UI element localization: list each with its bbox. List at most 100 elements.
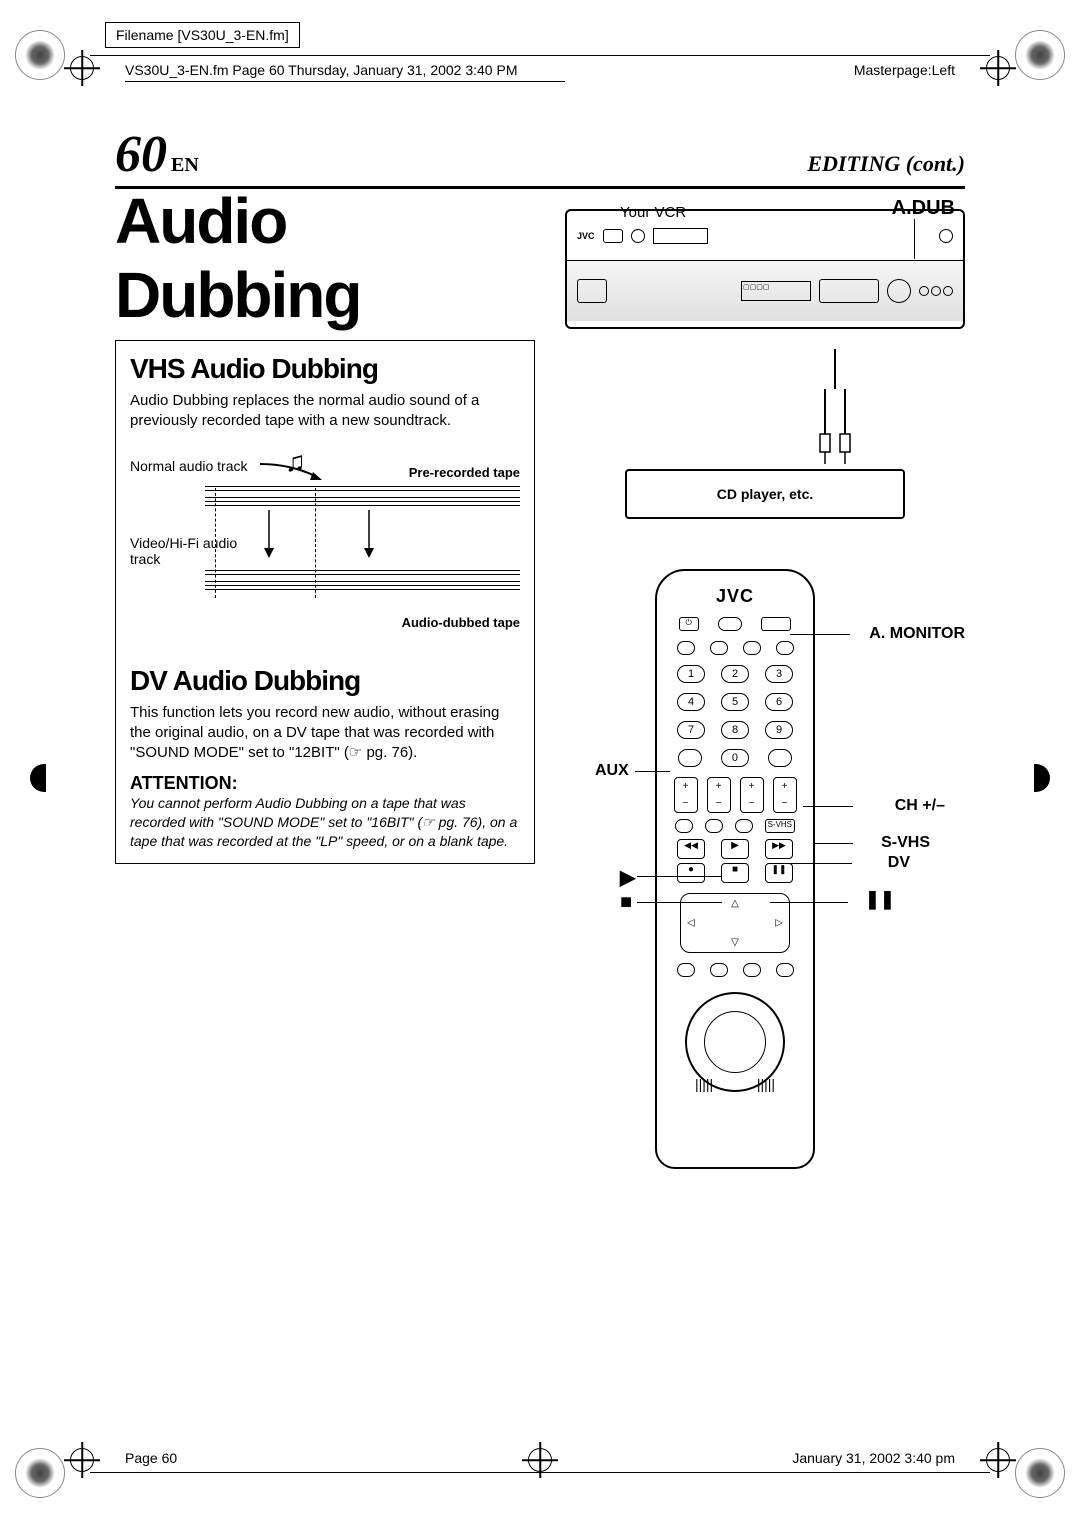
svhs-label: S-VHS [881,834,930,852]
vcr-btn [603,229,623,243]
remote-num-6: 6 [765,693,793,711]
attention-text: You cannot perform Audio Dubbing on a ta… [130,794,520,851]
rec-icon: ● [677,863,705,883]
remote-brand: JVC [669,586,801,607]
right-icon: ▷ [775,918,783,929]
reg-mark-bl [15,1448,65,1498]
reg-mark-br [1015,1448,1065,1498]
remote-btn [710,641,728,655]
vcr-btn [631,229,645,243]
ch-label: CH +/– [895,797,945,815]
remote-rect-row: +− +− +− +− [669,777,801,813]
vcr-jack [943,286,953,296]
pre-recorded-lines [205,486,520,509]
normal-track-label: Normal audio track [130,458,248,474]
right-column: Your VCR A.DUB JVC ▢▢▢▢ [565,189,965,1189]
remote-diagram: JVC ⏻ 1 2 3 [565,569,965,1189]
video-hifi-label: Video/Hi-Fi audio track [130,535,240,567]
remote-top-row: ⏻ [669,617,801,631]
dv-text: This function lets you record new audio,… [130,703,520,764]
vhs-text: Audio Dubbing replaces the normal audio … [130,391,520,432]
pause-line [770,902,848,903]
remote-num-2: 2 [721,665,749,683]
dv-label: DV [888,854,910,872]
vcr-slot [653,228,708,244]
down-arrow-2 [362,510,376,560]
vcr-jack [919,286,929,296]
a-monitor-label: A. MONITOR [869,625,965,643]
down-icon: ▽ [731,937,739,948]
remote-num-8: 8 [721,721,749,739]
remote-btn [718,617,742,631]
remote-transport-row-1: ◀◀ ▶ ▶▶ [669,839,801,859]
remote-btn [710,963,728,977]
dv-title: DV Audio Dubbing [130,665,520,697]
vcr-brand: JVC [577,231,595,241]
vhs-audio-box: VHS Audio Dubbing Audio Dubbing replaces… [115,340,535,864]
power-icon: ⏻ [679,617,699,631]
filename-text: Filename [VS30U_3-EN.fm] [116,27,289,43]
page-number-value: 60 [115,126,167,183]
remote-btn [776,963,794,977]
play-label: ▶ [620,865,635,890]
remote-bottom-btns [669,963,801,977]
remote-btn [743,641,761,655]
reg-mark-tr [1015,30,1065,80]
remote-btn [677,641,695,655]
remote-mode-row: S-VHS [669,819,801,833]
vcr-bottom-strip: ▢▢▢▢ [567,261,963,321]
vcr-top-strip: JVC [567,211,963,261]
stop-label: ■ [620,891,632,914]
remote-updown-1: +− [674,777,698,813]
remote-updown-3: +− [740,777,764,813]
filename-box: Filename [VS30U_3-EN.fm] [105,22,300,48]
remote-btn [761,617,791,631]
remote-body: JVC ⏻ 1 2 3 [655,569,815,1169]
vcr-diagram: Your VCR A.DUB JVC ▢▢▢▢ [565,209,965,519]
remote-updown-2: +− [707,777,731,813]
content-area: 60EN EDITING (cont.) Audio Dubbing VHS A… [115,125,965,1428]
vcr-display: ▢▢▢▢ [741,281,811,301]
vcr-panel [577,279,607,303]
footer-date: January 31, 2002 3:40 pm [792,1450,955,1466]
remote-num-row-4: 0 [669,749,801,767]
remote-btn [743,963,761,977]
remote-num-0: 0 [721,749,749,767]
ff-icon: ▶▶ [765,839,793,859]
remote-btn [776,641,794,655]
reg-mark-tl [15,30,65,80]
page-number: 60EN [115,125,199,184]
remote-small-row [669,641,801,655]
pre-recorded-label: Pre-recorded tape [409,465,520,480]
remote-num-row-2: 4 5 6 [669,693,801,711]
audio-dubbed-label: Audio-dubbed tape [402,615,520,630]
masterpage-label: Masterpage:Left [854,62,955,78]
main-title: Audio Dubbing [115,184,535,332]
remote-jog-dial: ||||| ||||| [685,992,785,1092]
arrow-to-tape [260,458,340,486]
cable-icon [795,349,875,469]
side-notch-left [30,764,46,792]
dubbed-lines [205,570,520,593]
remote-num-7: 7 [677,721,705,739]
dv-line [787,863,852,864]
play-line [637,876,722,877]
svhs-line [813,843,853,844]
header-file-info: VS30U_3-EN.fm Page 60 Thursday, January … [125,62,565,82]
remote-num-4: 4 [677,693,705,711]
attention-label: ATTENTION: [130,773,520,794]
vcr-btn [939,229,953,243]
jog-lines-left: ||||| [695,1076,713,1092]
play-btn: ▶ [721,839,749,859]
remote-num-row-1: 1 2 3 [669,665,801,683]
vcr-jack [931,286,941,296]
two-column-layout: Audio Dubbing VHS Audio Dubbing Audio Du… [115,189,965,1189]
pause-btn: ❚❚ [765,863,793,883]
remote-num-3: 3 [765,665,793,683]
left-icon: ◁ [687,918,695,929]
remote-transport-row-2: ● ■ ❚❚ [669,863,801,883]
remote-btn [677,963,695,977]
cd-player-label: CD player, etc. [717,486,814,502]
left-column: Audio Dubbing VHS Audio Dubbing Audio Du… [115,189,535,1189]
pause-label: ❚❚ [865,889,895,910]
